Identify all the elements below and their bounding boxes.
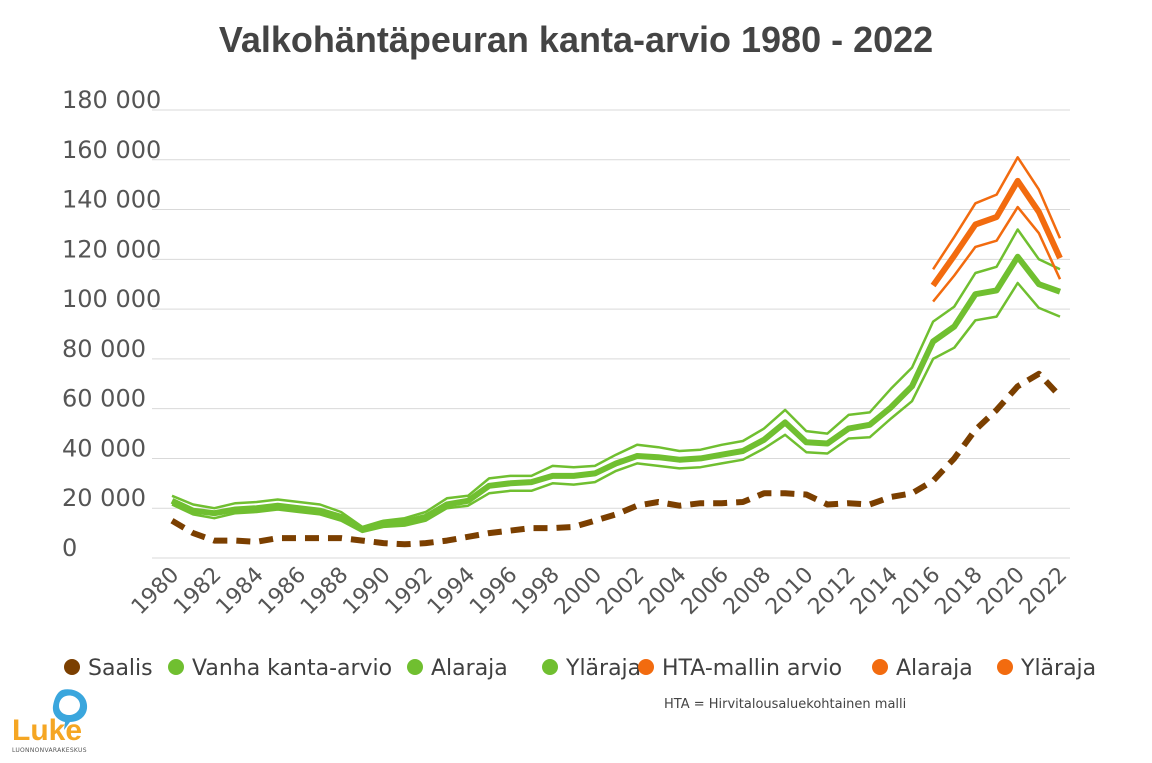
legend-label: HTA-mallin arvio xyxy=(662,656,842,681)
y-tick-label: 80 000 xyxy=(62,335,146,363)
x-tick-label: 2006 xyxy=(677,563,734,620)
x-tick-label: 1986 xyxy=(254,563,311,620)
x-tick-label: 1984 xyxy=(212,563,269,620)
luke-logo: Luke LUONNONVARAKESKUS xyxy=(12,689,88,754)
legend-label: Saalis xyxy=(88,656,153,681)
legend-label: Yläraja xyxy=(565,656,641,681)
legend-marker xyxy=(64,659,80,675)
x-tick-label: 1980 xyxy=(127,563,184,620)
y-tick-label: 120 000 xyxy=(62,235,161,263)
legend-label: Alaraja xyxy=(431,656,508,681)
series-lines xyxy=(170,156,1063,548)
x-axis-ticks: 1980198219841986198819901992199419961998… xyxy=(127,563,1072,620)
y-tick-label: 180 000 xyxy=(62,86,161,114)
legend-label: Alaraja xyxy=(896,656,973,681)
gridlines xyxy=(152,109,1070,559)
y-tick-label: 60 000 xyxy=(62,385,146,413)
series-line-alaraja xyxy=(171,281,1061,534)
y-tick-label: 140 000 xyxy=(62,186,161,214)
legend-marker xyxy=(638,659,654,675)
x-tick-label: 1982 xyxy=(169,563,226,620)
x-tick-label: 2018 xyxy=(930,563,987,620)
x-tick-label: 1998 xyxy=(508,563,565,620)
speech-bubble-icon xyxy=(52,689,88,730)
legend-marker xyxy=(168,659,184,675)
x-tick-label: 1988 xyxy=(296,563,353,620)
x-tick-label: 1996 xyxy=(465,563,522,620)
footnote: HTA = Hirvitalousaluekohtainen malli xyxy=(664,697,906,712)
x-tick-label: 2002 xyxy=(592,563,649,620)
legend-marker xyxy=(542,659,558,675)
y-tick-label: 0 xyxy=(62,534,77,562)
series-line-vanha-kanta-arvio xyxy=(170,253,1062,533)
x-tick-label: 1994 xyxy=(423,563,480,620)
series-line-hta-mallin-arvio xyxy=(930,177,1063,288)
series-line-alaraja xyxy=(932,205,1062,303)
x-tick-label: 2020 xyxy=(973,563,1030,620)
legend-marker xyxy=(407,659,423,675)
y-tick-label: 40 000 xyxy=(62,434,146,462)
x-tick-label: 2008 xyxy=(719,563,776,620)
logo-subtitle: LUONNONVARAKESKUS xyxy=(12,747,87,754)
legend-label: Vanha kanta-arvio xyxy=(192,656,392,681)
x-tick-label: 2010 xyxy=(761,563,818,620)
legend-marker xyxy=(872,659,888,675)
x-tick-label: 2022 xyxy=(1015,563,1072,620)
x-tick-label: 2004 xyxy=(634,563,691,620)
y-tick-label: 20 000 xyxy=(62,484,146,512)
series-line-yläraja xyxy=(932,156,1062,270)
series-line-yläraja xyxy=(171,228,1061,529)
x-tick-label: 2000 xyxy=(550,563,607,620)
y-axis-ticks: 0 20 000 40 000 60 000 80 000 100 000 120 000 1… xyxy=(62,86,161,562)
legend-label: Yläraja xyxy=(1020,656,1096,681)
x-tick-label: 2012 xyxy=(804,563,861,620)
chart-title: Valkohäntäpeuran kanta-arvio 1980 - 2022 xyxy=(219,19,933,60)
legend-marker xyxy=(997,659,1013,675)
x-tick-label: 2014 xyxy=(846,563,903,620)
x-tick-label: 1990 xyxy=(338,563,395,620)
y-tick-label: 100 000 xyxy=(62,285,161,313)
x-tick-label: 1992 xyxy=(381,563,438,620)
legend: Saalis Vanha kanta-arvio Alaraja Yläraja HTA… xyxy=(64,656,1096,681)
y-tick-label: 160 000 xyxy=(62,136,161,164)
logo-wordmark: Luke xyxy=(12,714,82,747)
x-tick-label: 2016 xyxy=(888,563,945,620)
series-line-saalis xyxy=(170,370,1063,548)
